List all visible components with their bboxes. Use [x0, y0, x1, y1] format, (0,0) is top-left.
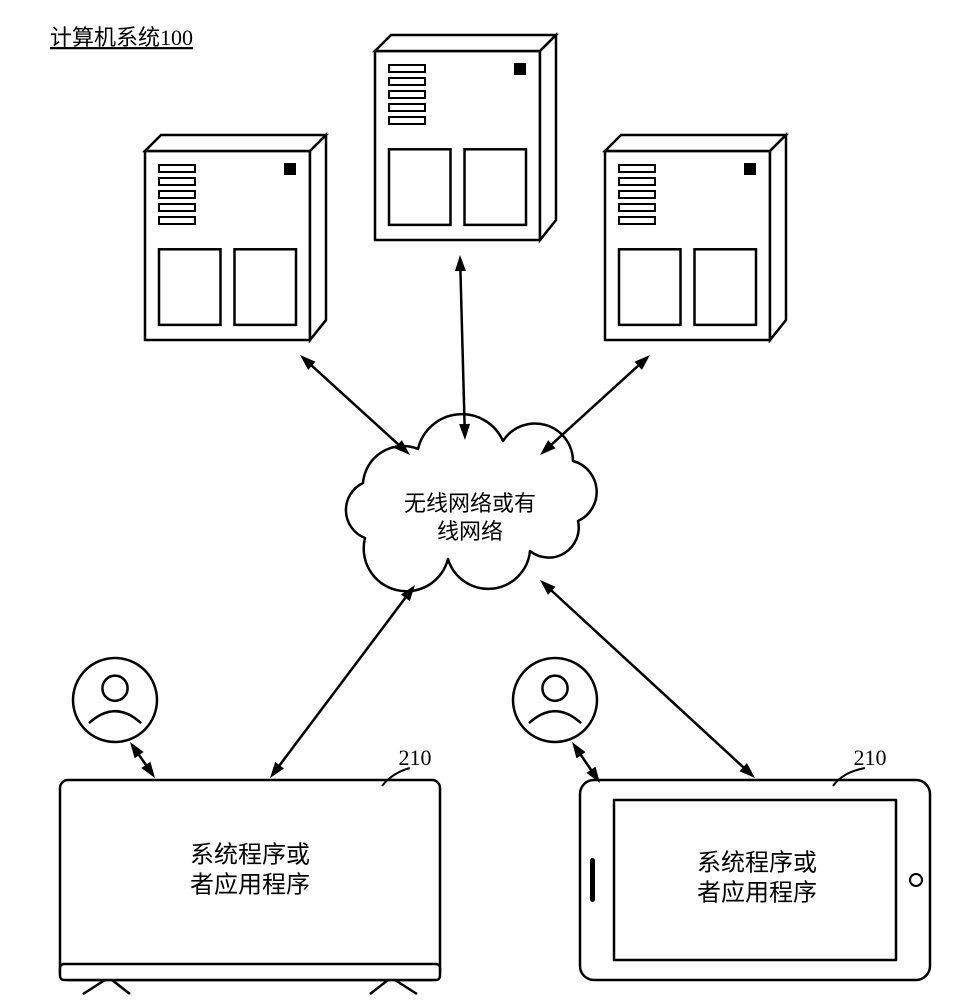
- tablet-label-2: 者应用程序: [697, 880, 817, 907]
- tv-label-2: 者应用程序: [190, 872, 310, 899]
- arrow-cloud-tv: [270, 585, 415, 778]
- cloud-label-line1: 无线网络或有: [404, 491, 536, 516]
- server-right: [605, 135, 786, 340]
- arrow-user-right-tablet: [572, 742, 600, 783]
- cloud-label-line2: 线网络: [437, 519, 503, 544]
- server-top: [375, 35, 556, 240]
- arrow-srv-top-cloud: [455, 255, 470, 440]
- tablet-ref-label: 210: [854, 745, 887, 770]
- arrow-srv-left-cloud: [300, 355, 410, 455]
- user-left: [73, 658, 157, 742]
- tv-label-1: 系统程序或: [190, 842, 310, 869]
- server-left: [145, 135, 326, 340]
- tablet-label-1: 系统程序或: [697, 850, 817, 877]
- diagram-title: 计算机系统100: [50, 25, 193, 50]
- arrow-srv-right-cloud: [540, 355, 650, 455]
- arrow-user-left-tv: [130, 742, 155, 778]
- user-right: [513, 658, 597, 742]
- tv-ref-label: 210: [399, 745, 432, 770]
- network-cloud: 无线网络或有线网络: [346, 414, 597, 591]
